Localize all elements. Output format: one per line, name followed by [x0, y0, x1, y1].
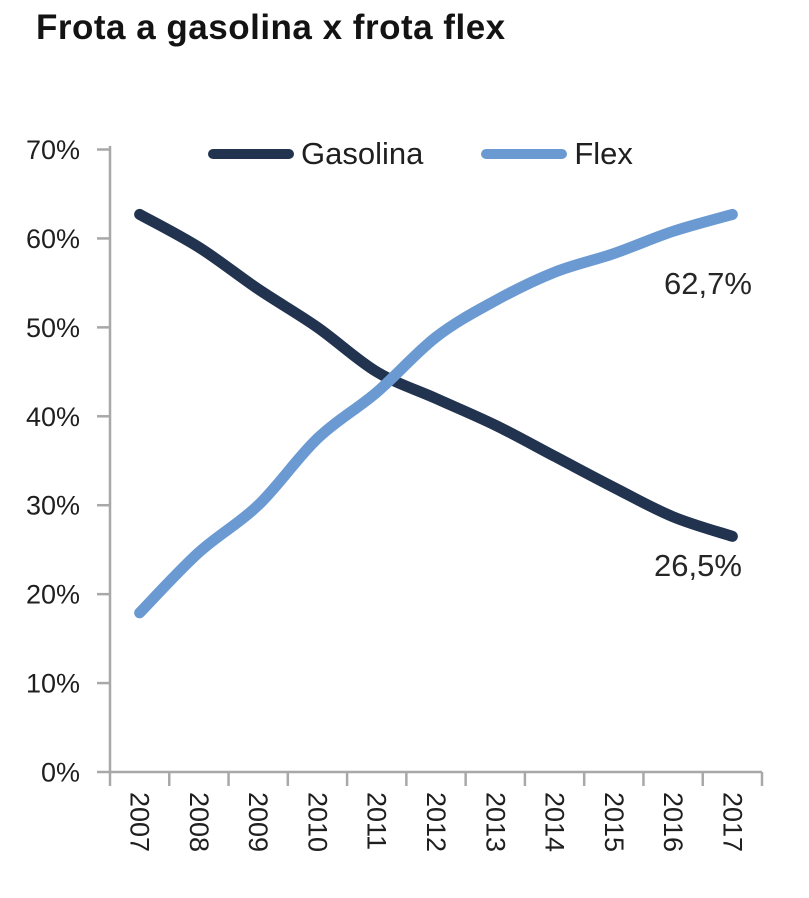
chart-legend: Gasolina Flex	[208, 136, 633, 172]
x-axis-year-label: 2014	[540, 792, 570, 852]
y-axis-tick-label: 0%	[41, 758, 80, 788]
flex-line-swatch	[481, 149, 568, 159]
x-axis-year-label: 2010	[302, 792, 332, 852]
x-axis-year-label: 2008	[184, 792, 214, 852]
flex-line	[134, 208, 738, 619]
x-axis-year-label: 2009	[243, 792, 273, 852]
flex-end-value-label: 62,7%	[664, 266, 752, 301]
legend-item-flex: Flex	[481, 136, 633, 172]
legend-label-flex: Flex	[574, 136, 633, 171]
gasolina-line	[134, 208, 738, 542]
y-axis-tick-label: 30%	[26, 491, 80, 521]
gasolina-line-swatch	[208, 149, 294, 159]
x-axis-year-label: 2007	[125, 792, 155, 852]
x-axis-year-label: 2011	[362, 792, 392, 850]
gasolina-end-value-label: 26,5%	[654, 548, 742, 583]
x-axis-year-label: 2012	[421, 792, 451, 852]
x-axis-year-label: 2017	[717, 792, 747, 852]
y-axis-tick-label: 20%	[26, 580, 80, 610]
x-axis-year-label: 2015	[599, 792, 629, 852]
y-axis-tick-label: 60%	[26, 224, 80, 254]
y-axis-tick-label: 10%	[26, 669, 80, 699]
legend-item-gasolina: Gasolina	[208, 136, 423, 172]
chart-title: Frota a gasolina x frota flex	[36, 8, 506, 47]
x-axis-year-label: 2016	[658, 792, 688, 852]
x-axis-year-label: 2013	[480, 792, 510, 852]
y-axis-tick-label: 70%	[26, 135, 80, 165]
y-axis-tick-label: 40%	[26, 402, 80, 432]
y-axis-tick-label: 50%	[26, 313, 80, 343]
legend-label-gasolina: Gasolina	[301, 136, 424, 171]
